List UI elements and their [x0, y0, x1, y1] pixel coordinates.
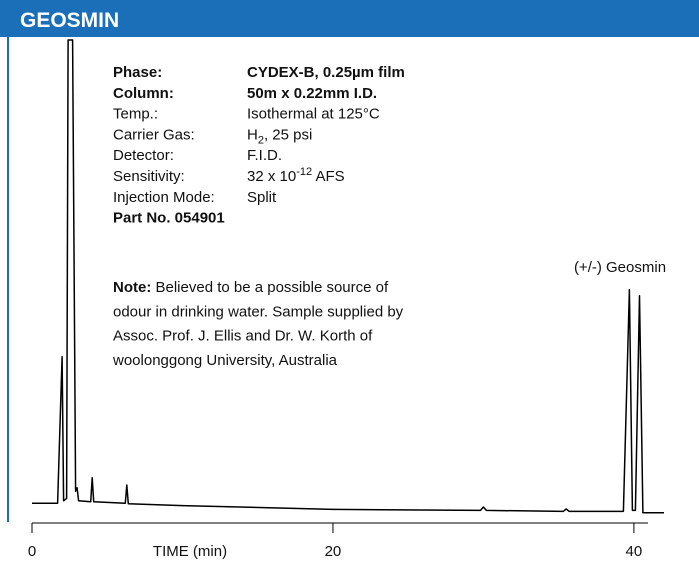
info-subscript: 2	[258, 134, 264, 146]
peak-annotation: (+/-) Geosmin	[574, 259, 666, 276]
info-value-text: 50m x 0.22mm I.D.	[247, 85, 377, 102]
info-label: Temp.:	[113, 106, 158, 123]
info-superscript: -12	[296, 166, 312, 178]
note-line: odour in drinking water. Sample supplied…	[113, 303, 404, 320]
header-title: GEOSMIN	[20, 9, 119, 32]
info-value-text: CYDEX-B, 0.25µm film	[247, 64, 405, 81]
info-value-text: Split	[247, 189, 277, 206]
info-label: Phase:	[113, 64, 162, 81]
info-value: CYDEX-B, 0.25µm film	[247, 64, 405, 81]
info-label: Column:	[113, 85, 174, 102]
info-value: 32 x 10-12 AFS	[247, 166, 345, 185]
info-value: Isothermal at 125°C	[247, 106, 380, 123]
note-text: woolonggong University, Australia	[112, 352, 338, 369]
info-value-text: H	[247, 126, 258, 143]
header-bar	[0, 0, 699, 37]
x-tick-label: 20	[325, 543, 342, 560]
info-label: Injection Mode:	[113, 189, 215, 206]
info-label: Carrier Gas:	[113, 126, 195, 143]
trace	[32, 39, 664, 514]
info-value-rest: AFS	[312, 168, 345, 185]
info-value-text: F.I.D.	[247, 147, 282, 164]
info-value: 50m x 0.22mm I.D.	[247, 85, 377, 102]
note-line: woolonggong University, Australia	[112, 352, 338, 369]
note-text: Assoc. Prof. J. Ellis and Dr. W. Korth o…	[113, 328, 373, 345]
info-value-text: 32 x 10	[247, 168, 296, 185]
note-label: Note:	[113, 279, 151, 296]
info-label: Detector:	[113, 147, 174, 164]
x-axis-label: TIME (min)	[153, 543, 227, 560]
note-text: Believed to be a possible source of	[156, 279, 389, 296]
info-value: H2, 25 psi	[247, 126, 312, 146]
info-value-rest: , 25 psi	[264, 126, 312, 143]
info-label: Sensitivity:	[113, 168, 185, 185]
note-text: odour in drinking water. Sample supplied…	[113, 303, 404, 320]
x-tick-label: 0	[28, 543, 36, 560]
note-line: Assoc. Prof. J. Ellis and Dr. W. Korth o…	[113, 328, 373, 345]
part-number: Part No. 054901	[113, 210, 225, 227]
x-tick-label: 40	[626, 543, 643, 560]
note-line: Note: Believed to be a possible source o…	[113, 279, 389, 296]
info-value-text: Isothermal at 125°C	[247, 106, 380, 123]
info-value: F.I.D.	[247, 147, 282, 164]
info-value: Split	[247, 189, 277, 206]
